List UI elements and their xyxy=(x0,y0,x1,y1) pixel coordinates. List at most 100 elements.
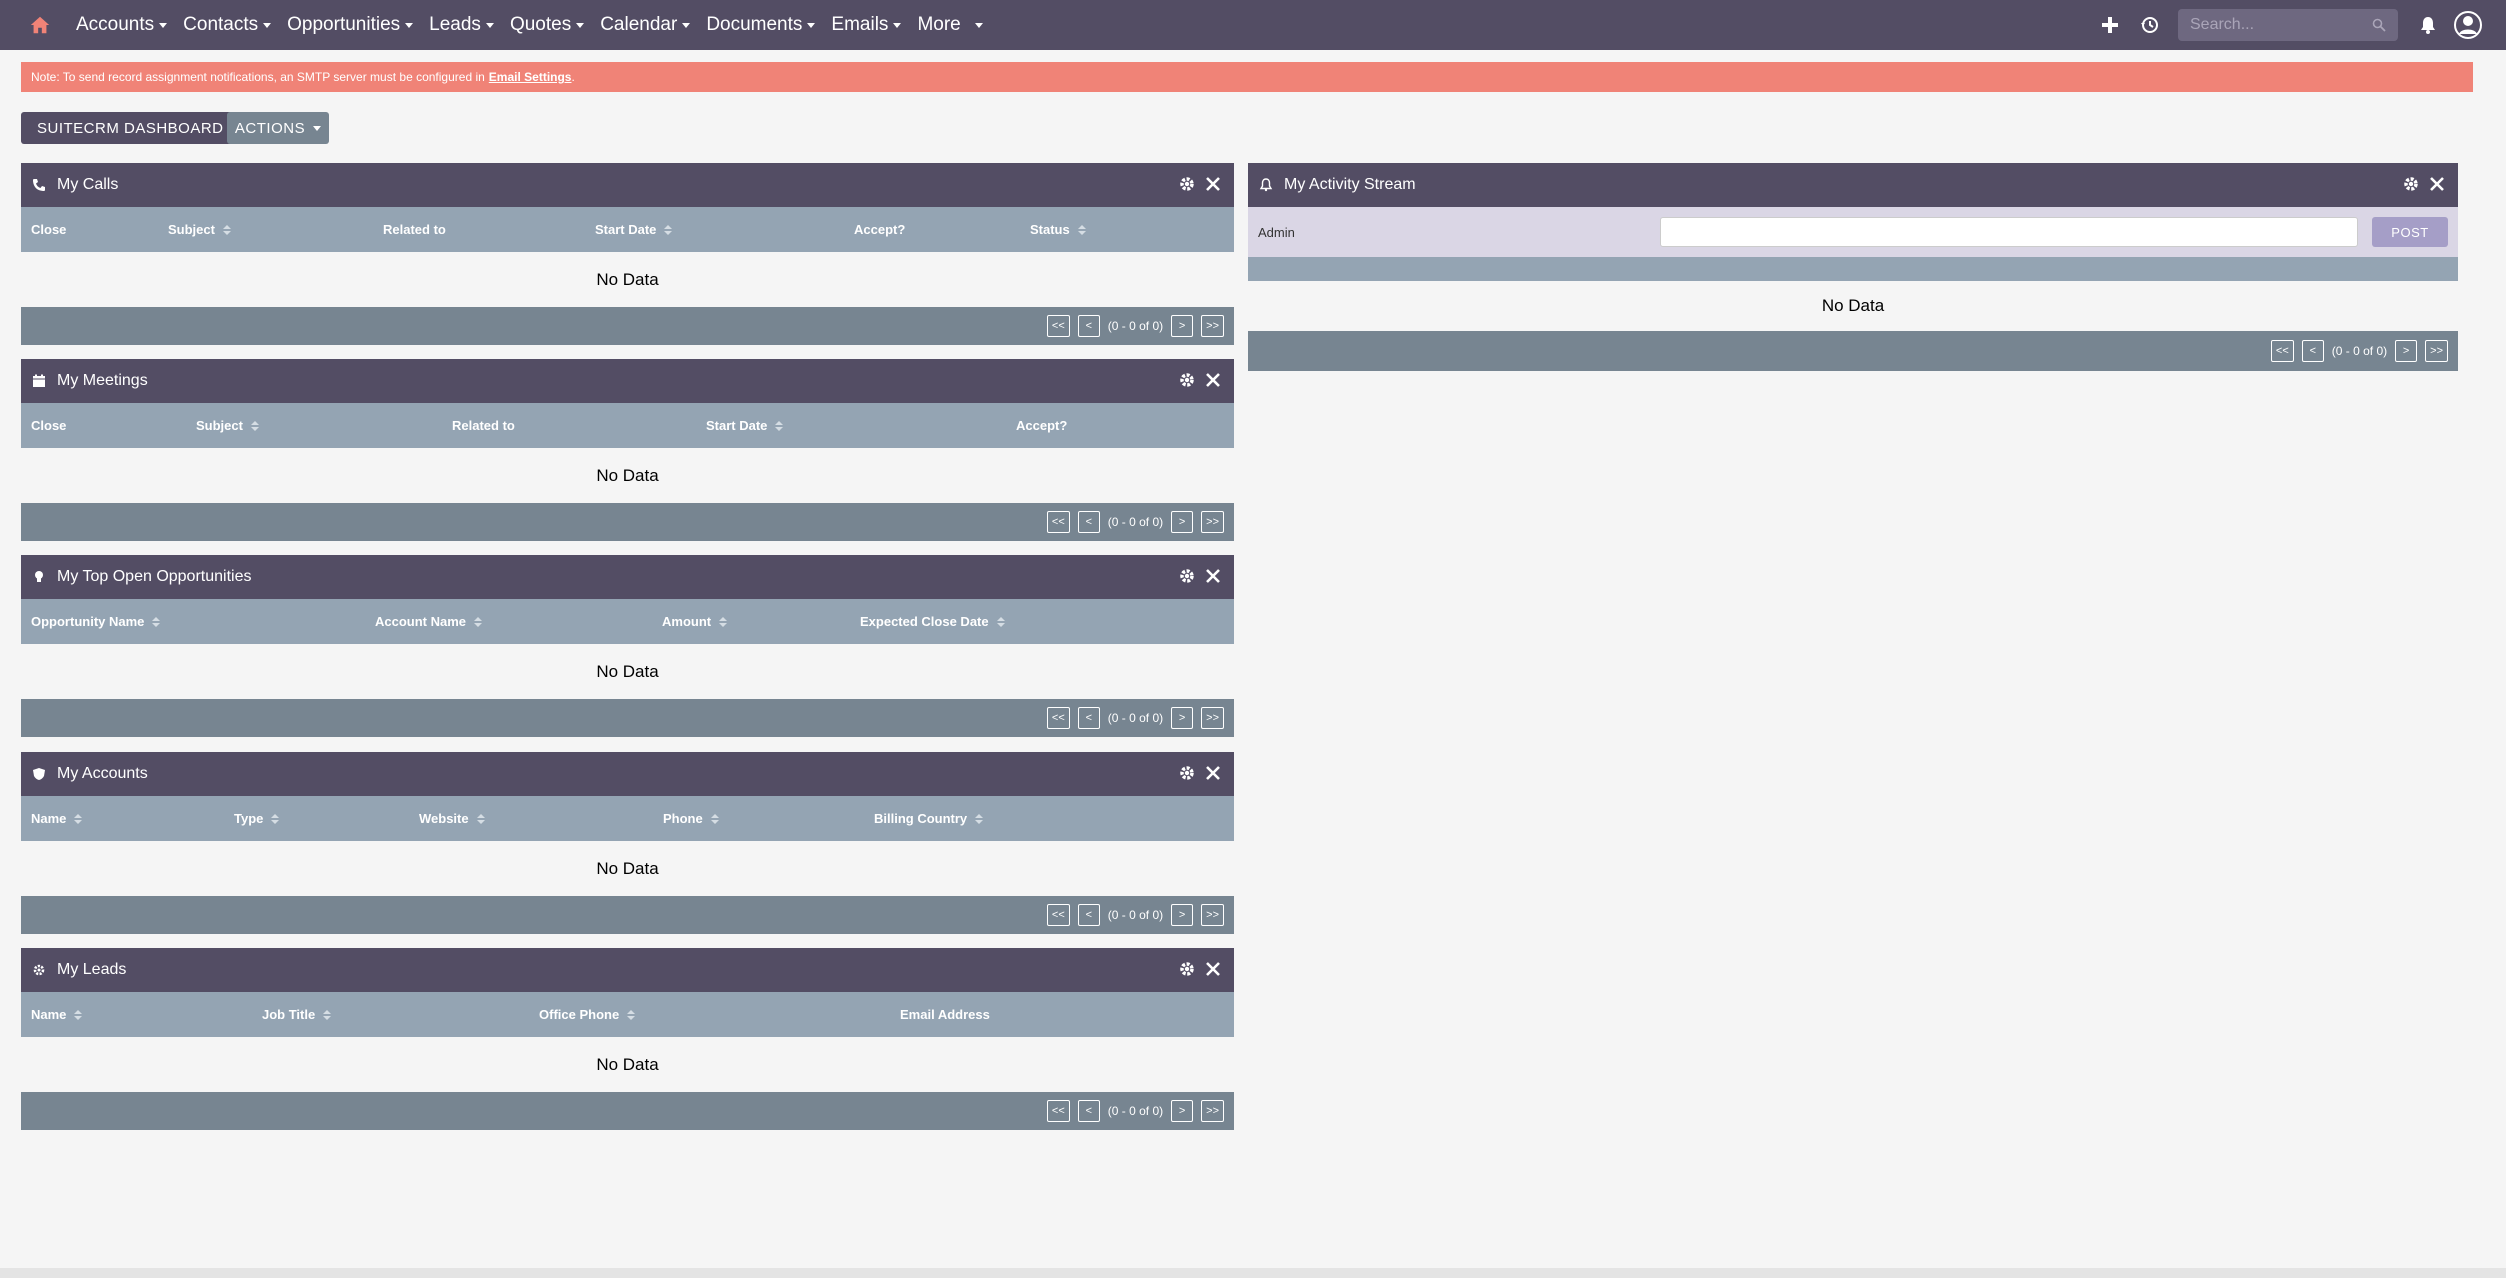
plus-icon[interactable] xyxy=(2092,7,2128,43)
close-icon[interactable] xyxy=(1200,171,1226,197)
column-name[interactable]: Name xyxy=(31,796,83,841)
sort-icon[interactable] xyxy=(710,813,719,824)
last-page-button[interactable]: >> xyxy=(1201,707,1224,729)
sort-icon[interactable] xyxy=(627,1009,636,1020)
first-page-button[interactable]: << xyxy=(1046,1100,1070,1122)
history-icon[interactable] xyxy=(2132,7,2168,43)
nav-documents[interactable]: Documents xyxy=(706,14,816,36)
first-page-button[interactable]: << xyxy=(1046,315,1070,337)
nav-contacts[interactable]: Contacts xyxy=(183,14,272,36)
column-office-phone[interactable]: Office Phone xyxy=(539,992,636,1037)
sort-icon[interactable] xyxy=(476,813,485,824)
column-status[interactable]: Status xyxy=(1030,207,1086,252)
next-page-button[interactable]: > xyxy=(1171,707,1194,729)
column-related-to[interactable]: Related to xyxy=(452,403,515,448)
column-phone[interactable]: Phone xyxy=(663,796,719,841)
nav-accounts[interactable]: Accounts xyxy=(76,14,168,36)
next-page-button[interactable]: > xyxy=(1171,1100,1194,1122)
gear-icon[interactable] xyxy=(1174,956,1200,982)
prev-page-button[interactable]: < xyxy=(1077,904,1100,926)
user-avatar-icon[interactable] xyxy=(2450,7,2486,43)
next-page-button[interactable]: > xyxy=(1171,511,1194,533)
column-close[interactable]: Close xyxy=(31,207,66,252)
sort-icon[interactable] xyxy=(775,420,784,431)
column-email-address[interactable]: Email Address xyxy=(900,992,990,1037)
prev-page-button[interactable]: < xyxy=(1077,1100,1100,1122)
column-billing-country[interactable]: Billing Country xyxy=(874,796,984,841)
prev-page-button[interactable]: < xyxy=(1077,315,1100,337)
close-icon[interactable] xyxy=(2424,171,2450,197)
first-page-button[interactable]: << xyxy=(1046,707,1070,729)
next-page-button[interactable]: > xyxy=(1171,315,1194,337)
nav-opportunities[interactable]: Opportunities xyxy=(287,14,414,36)
sort-icon[interactable] xyxy=(719,616,728,627)
column-website[interactable]: Website xyxy=(419,796,485,841)
nav-leads[interactable]: Leads xyxy=(429,14,494,36)
sort-icon[interactable] xyxy=(74,813,83,824)
sort-icon[interactable] xyxy=(222,224,231,235)
last-page-button[interactable]: >> xyxy=(1201,904,1224,926)
close-icon[interactable] xyxy=(1200,956,1226,982)
gear-icon[interactable] xyxy=(1174,760,1200,786)
sort-icon[interactable] xyxy=(1077,224,1086,235)
nav-more[interactable]: More xyxy=(917,14,983,36)
column-expected-close-date[interactable]: Expected Close Date xyxy=(860,599,1005,644)
nav-calendar[interactable]: Calendar xyxy=(600,14,691,36)
column-job-title[interactable]: Job Title xyxy=(262,992,332,1037)
last-page-button[interactable]: >> xyxy=(1201,315,1224,337)
column-close[interactable]: Close xyxy=(31,403,66,448)
next-page-button[interactable]: > xyxy=(2395,340,2418,362)
close-icon[interactable] xyxy=(1200,760,1226,786)
prev-page-button[interactable]: < xyxy=(1077,707,1100,729)
actions-dropdown-button[interactable]: ACTIONS xyxy=(227,112,329,144)
notification-bell-icon[interactable] xyxy=(2410,7,2446,43)
search-icon[interactable] xyxy=(2372,18,2386,32)
sort-icon[interactable] xyxy=(975,813,984,824)
sort-icon[interactable] xyxy=(152,616,161,627)
sort-icon[interactable] xyxy=(250,420,259,431)
nav-emails[interactable]: Emails xyxy=(831,14,902,36)
gear-icon[interactable] xyxy=(1174,171,1200,197)
home-icon[interactable] xyxy=(20,0,60,50)
sort-icon[interactable] xyxy=(271,813,280,824)
nav-quotes[interactable]: Quotes xyxy=(510,14,585,36)
sort-icon[interactable] xyxy=(323,1009,332,1020)
close-icon[interactable] xyxy=(1200,563,1226,589)
pagination-bar: << < (0 - 0 of 0) > >> xyxy=(21,503,1234,541)
last-page-button[interactable]: >> xyxy=(2425,340,2448,362)
post-button[interactable]: POST xyxy=(2372,217,2448,247)
gear-icon[interactable] xyxy=(1174,563,1200,589)
prev-page-button[interactable]: < xyxy=(1077,511,1100,533)
first-page-button[interactable]: << xyxy=(1046,511,1070,533)
column-account-name[interactable]: Account Name xyxy=(375,599,483,644)
column-opportunity-name[interactable]: Opportunity Name xyxy=(31,599,161,644)
sort-icon[interactable] xyxy=(474,616,483,627)
suitecrm-dashboard-tab[interactable]: SUITECRM DASHBOARD xyxy=(21,112,240,144)
column-amount[interactable]: Amount xyxy=(662,599,728,644)
sort-icon[interactable] xyxy=(74,1009,83,1020)
column-type[interactable]: Type xyxy=(234,796,280,841)
last-page-button[interactable]: >> xyxy=(1201,1100,1224,1122)
email-settings-link[interactable]: Email Settings xyxy=(488,70,572,84)
close-icon[interactable] xyxy=(1200,367,1226,393)
gear-icon[interactable] xyxy=(2398,171,2424,197)
column-start-date[interactable]: Start Date xyxy=(706,403,784,448)
column-subject[interactable]: Subject xyxy=(196,403,259,448)
column-accept[interactable]: Accept? xyxy=(854,207,905,252)
column-subject[interactable]: Subject xyxy=(168,207,231,252)
sort-icon[interactable] xyxy=(664,224,673,235)
first-page-button[interactable]: << xyxy=(2270,340,2294,362)
search-box[interactable] xyxy=(2178,9,2398,41)
column-related-to[interactable]: Related to xyxy=(383,207,446,252)
gear-icon[interactable] xyxy=(1174,367,1200,393)
sort-icon[interactable] xyxy=(996,616,1005,627)
column-accept[interactable]: Accept? xyxy=(1016,403,1067,448)
next-page-button[interactable]: > xyxy=(1171,904,1194,926)
first-page-button[interactable]: << xyxy=(1046,904,1070,926)
search-input[interactable] xyxy=(2190,16,2372,34)
activity-post-input[interactable] xyxy=(1660,217,2358,247)
last-page-button[interactable]: >> xyxy=(1201,511,1224,533)
prev-page-button[interactable]: < xyxy=(2301,340,2324,362)
column-start-date[interactable]: Start Date xyxy=(595,207,673,252)
column-name[interactable]: Name xyxy=(31,992,83,1037)
